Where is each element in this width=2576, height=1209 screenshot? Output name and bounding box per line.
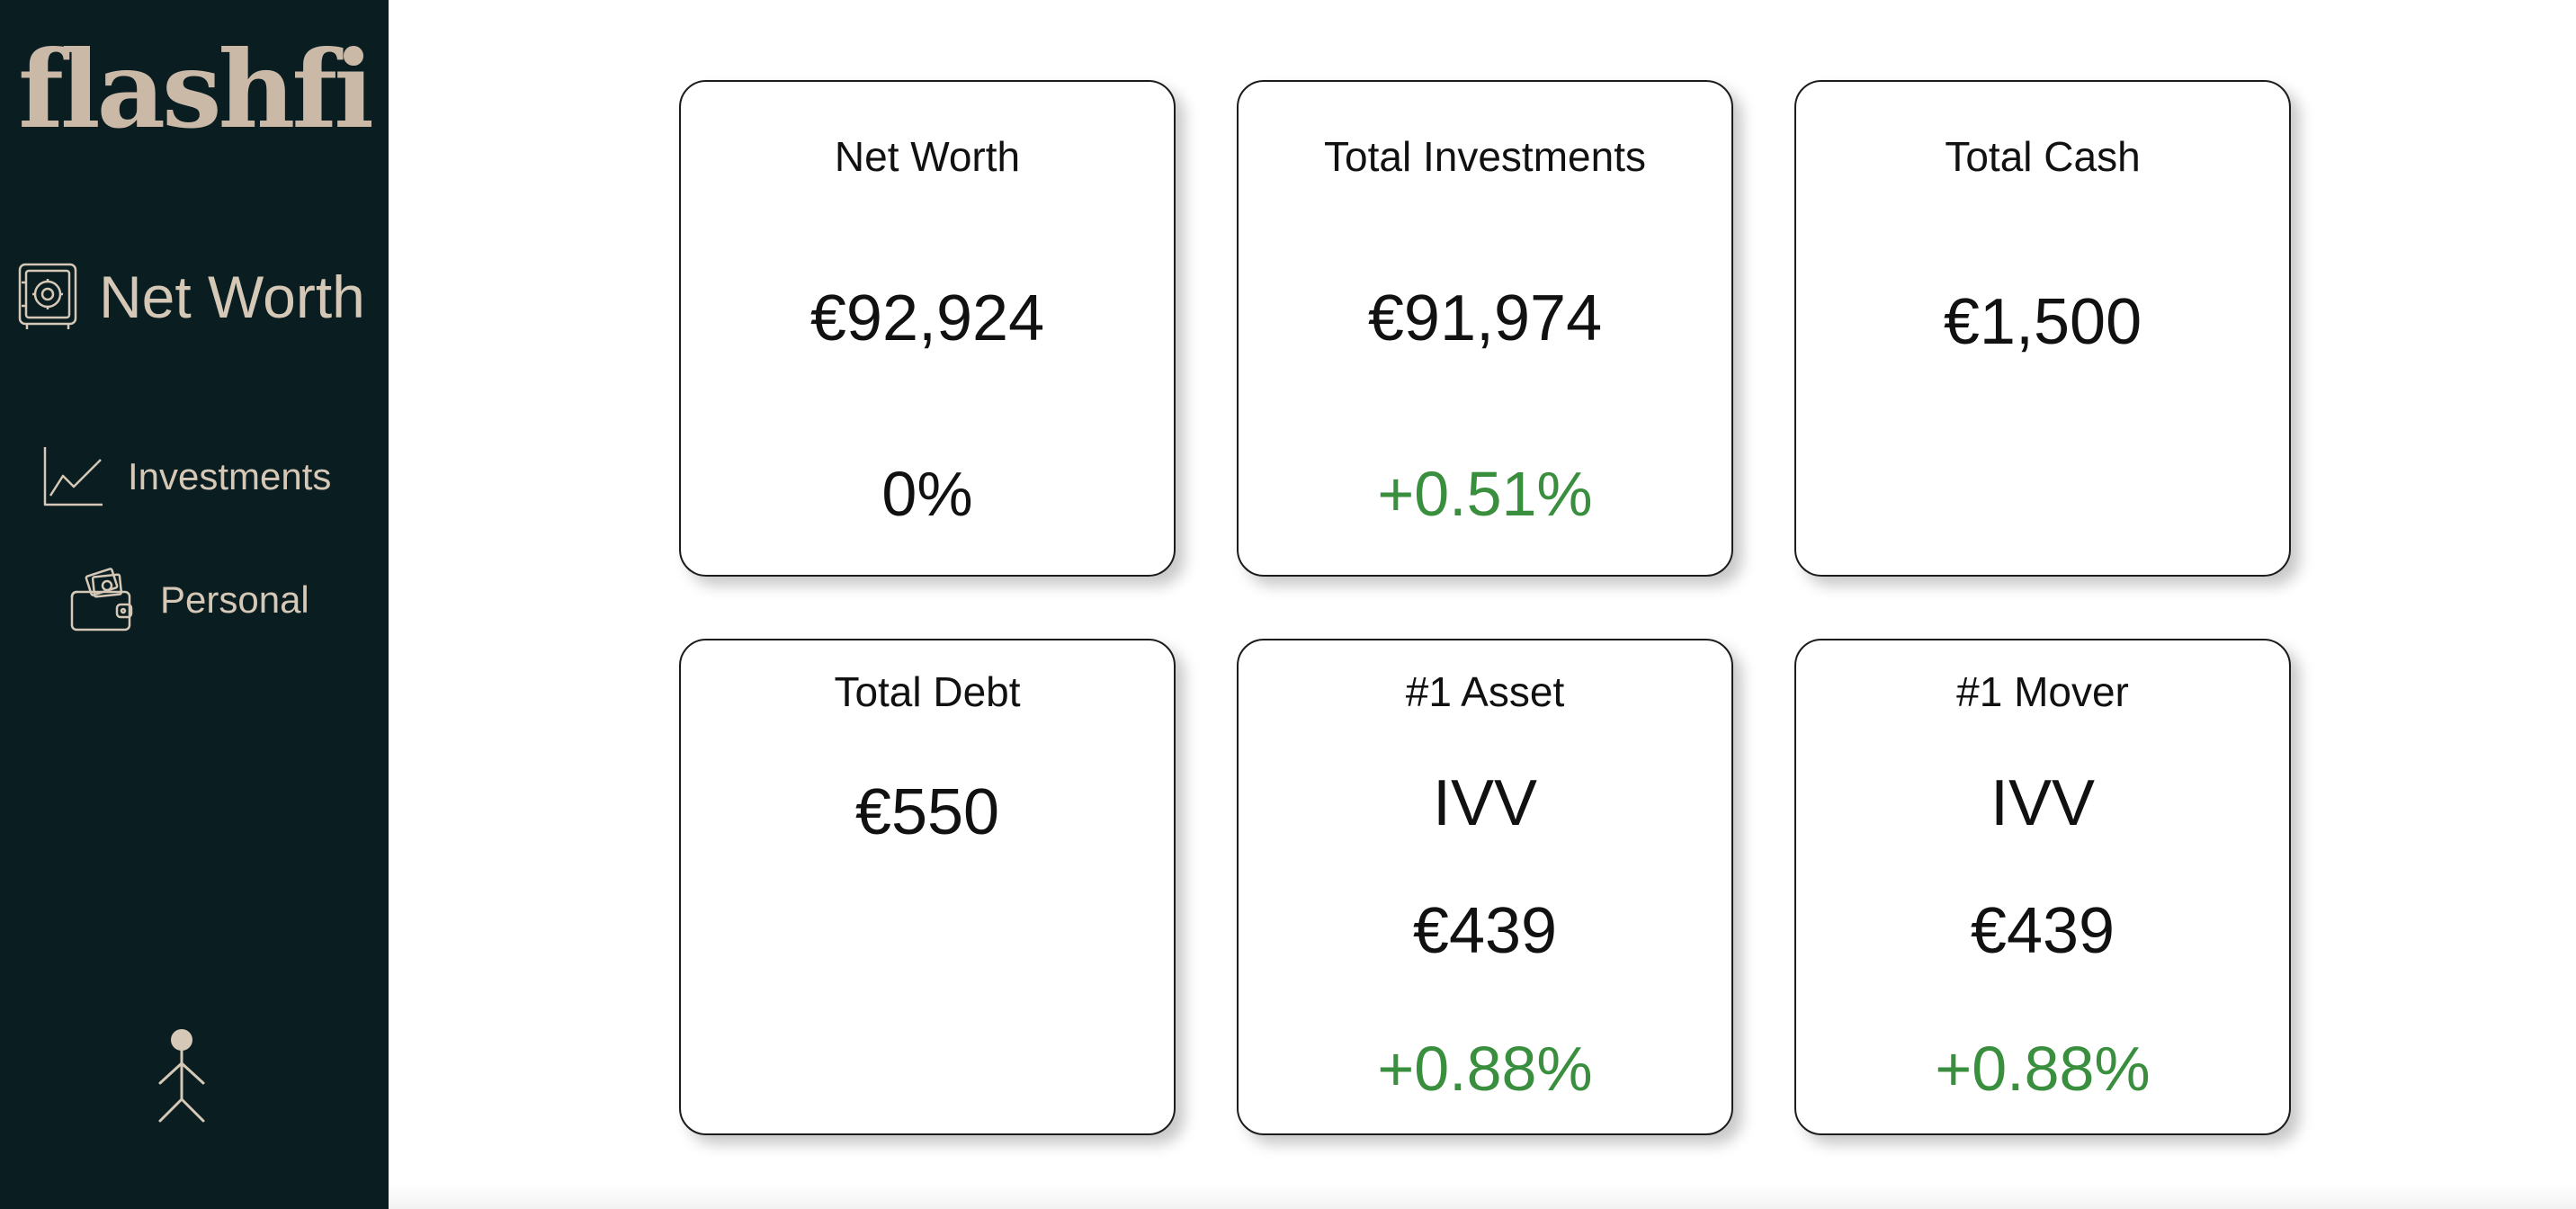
sidebar-item-investments[interactable]: Investments <box>41 445 331 508</box>
profile-button[interactable] <box>155 1027 209 1133</box>
wallet-icon <box>68 567 135 633</box>
card-value: €439 <box>1970 895 2115 967</box>
brand-logo[interactable]: flashfi <box>18 27 374 152</box>
stick-figure-icon <box>155 1029 209 1132</box>
sidebar-item-label: Personal <box>160 578 309 621</box>
card-change: 0% <box>881 459 973 529</box>
top-mover-card[interactable]: #1 Mover IVV €439 +0.88% <box>1794 639 2291 1135</box>
card-title: #1 Asset <box>1405 668 1565 715</box>
card-value: €1,500 <box>1943 286 2142 358</box>
card-value: €91,974 <box>1367 282 1603 354</box>
card-value: €439 <box>1412 895 1558 967</box>
sidebar-item-label: Investments <box>128 455 332 497</box>
bottom-scroll-shadow <box>389 1184 2576 1209</box>
sidebar: flashfi Net Worth <box>0 0 389 1209</box>
card-change: +0.88% <box>1935 1034 2151 1104</box>
sidebar-item-net-worth[interactable]: Net Worth <box>16 261 365 333</box>
card-title: Total Investments <box>1324 133 1646 180</box>
card-value: €550 <box>854 776 1000 848</box>
card-title: Net Worth <box>834 133 1021 180</box>
safe-icon <box>16 261 79 333</box>
card-value: €92,924 <box>809 282 1045 354</box>
sidebar-item-personal[interactable]: Personal <box>68 567 309 633</box>
total-debt-card[interactable]: Total Debt €550 <box>679 639 1176 1135</box>
card-title: #1 Mover <box>1956 668 2129 715</box>
total-investments-card[interactable]: Total Investments €91,974 +0.51% <box>1237 80 1733 577</box>
top-asset-card[interactable]: #1 Asset IVV €439 +0.88% <box>1237 639 1733 1135</box>
card-change: +0.88% <box>1377 1034 1593 1104</box>
card-title: Total Debt <box>834 668 1021 715</box>
card-title: Total Cash <box>1945 133 2141 180</box>
sidebar-item-label: Net Worth <box>99 264 365 330</box>
card-ticker: IVV <box>1432 767 1538 839</box>
net-worth-card[interactable]: Net Worth €92,924 0% <box>679 80 1176 577</box>
line-chart-icon <box>41 445 104 508</box>
card-change: +0.51% <box>1377 459 1593 529</box>
total-cash-card[interactable]: Total Cash €1,500 <box>1794 80 2291 577</box>
card-ticker: IVV <box>1990 767 2096 839</box>
